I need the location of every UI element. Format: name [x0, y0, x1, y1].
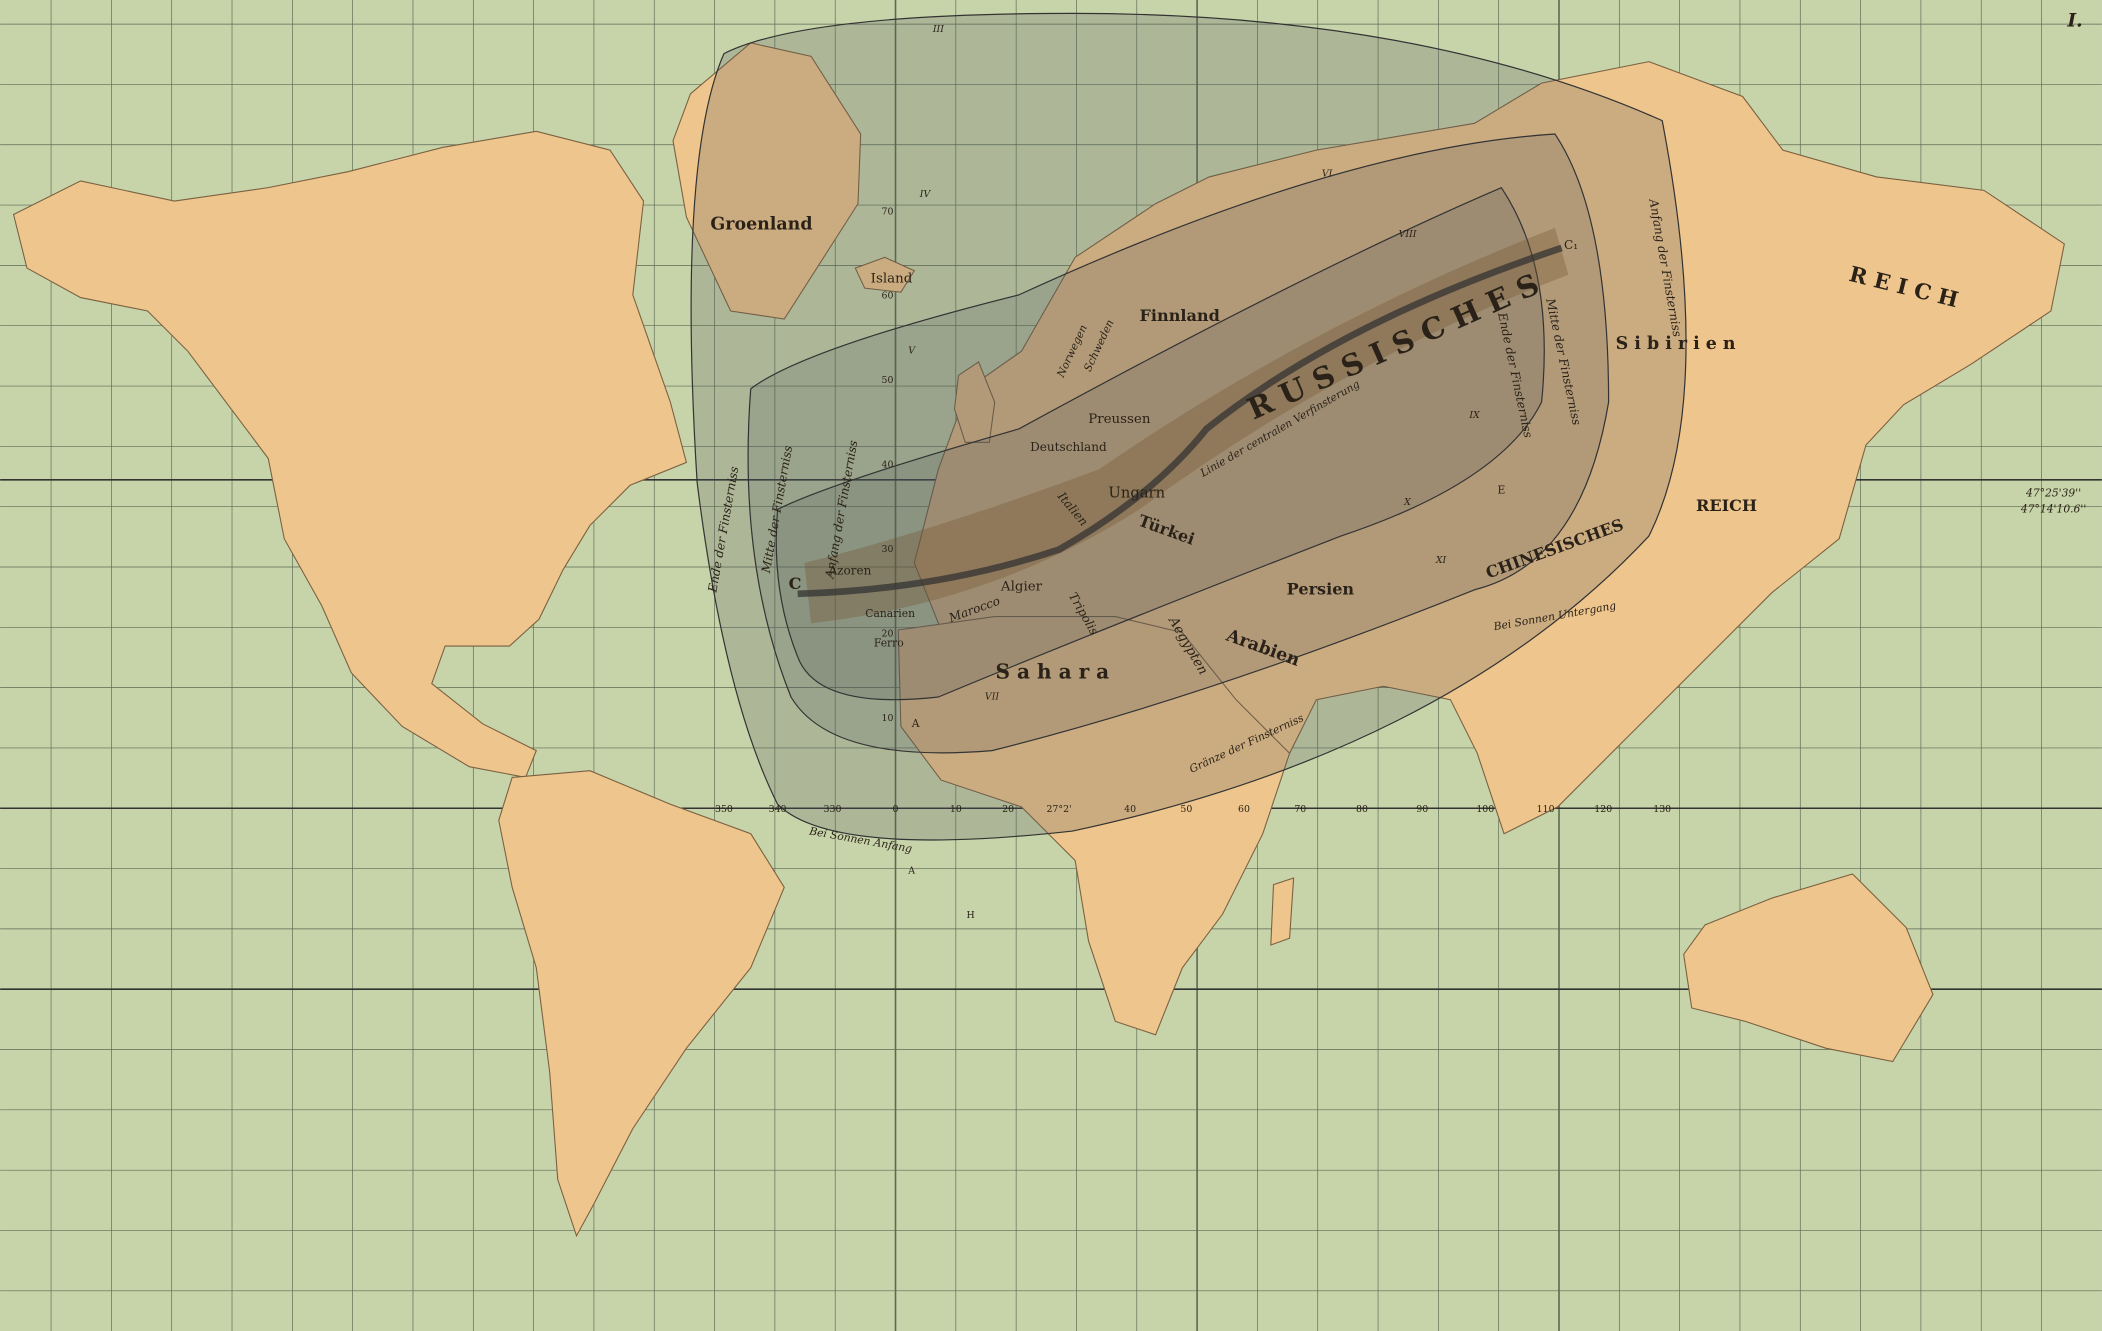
central-line: [797, 244, 1563, 598]
map-label: C: [789, 574, 802, 593]
hour-label: VI: [1322, 169, 1333, 180]
iceland: [854, 256, 916, 293]
longitude-label: 50: [1180, 804, 1192, 815]
longitude-label: 120: [1594, 804, 1612, 815]
longitude-label: 330: [824, 804, 842, 815]
south-america: [498, 770, 785, 1238]
map-label: E: [1497, 484, 1505, 497]
map-label: H: [966, 910, 974, 921]
madagascar: [1270, 877, 1295, 946]
outer-zone: [690, 12, 1687, 841]
hour-label: V: [908, 346, 916, 357]
map-label: C₁: [1564, 238, 1578, 252]
latitude-label: 70: [882, 206, 894, 217]
land: [12, 42, 2065, 1238]
map-label: Finnland: [1139, 306, 1219, 325]
map-label: Deutschland: [1030, 440, 1107, 454]
longitude-label: 130: [1653, 804, 1671, 815]
hour-label: VII: [985, 691, 999, 702]
map-label: I.: [2066, 9, 2082, 31]
longitude-label: 70: [1294, 804, 1306, 815]
longitude-label: 90: [1416, 804, 1428, 815]
map-label: 47°25'39'': [2025, 486, 2081, 499]
hour-label: III: [932, 24, 944, 35]
longitude-label: 80: [1356, 804, 1368, 815]
map-label: A: [911, 717, 920, 730]
africa: [897, 616, 1291, 1036]
map-label: Canarien: [865, 607, 915, 620]
longitude-label: 60: [1238, 804, 1250, 815]
map-label: Groenland: [710, 215, 812, 235]
map-label: S i b i r i e n: [1616, 334, 1736, 354]
eclipse-zones: [690, 12, 1687, 841]
longitude-label: 350: [715, 804, 733, 815]
longitude-label: 27°2': [1046, 804, 1071, 815]
map-label: Island: [871, 271, 913, 286]
australia: [1683, 873, 1934, 1063]
hour-label: X: [1403, 497, 1411, 508]
britain: [953, 361, 996, 443]
longitude-label: 0: [893, 804, 899, 815]
map-label: Ferro: [874, 636, 904, 649]
hour-label: XI: [1435, 555, 1447, 566]
map-label: Ungarn: [1108, 484, 1165, 501]
hour-label: IV: [919, 189, 932, 200]
longitude-label: 40: [1124, 804, 1136, 815]
longitude-label: 340: [769, 804, 787, 815]
latitude-label: 50: [882, 375, 894, 386]
middle-zone: [747, 133, 1610, 754]
hour-label: IX: [1468, 410, 1480, 421]
map-label: REICH: [1696, 496, 1757, 515]
longitude-label: 20: [1002, 804, 1014, 815]
latitude-label: 40: [882, 460, 894, 471]
latitude-label: 30: [882, 544, 894, 555]
map-label: S a h a r a: [995, 659, 1109, 683]
longitude-label: 100: [1476, 804, 1494, 815]
map-label: Persien: [1287, 579, 1355, 598]
map-label: 47°14'10.6'': [2020, 502, 2086, 515]
latitude-label: 10: [882, 713, 894, 724]
totality-band: [804, 227, 1569, 624]
latitude-label: 20: [882, 629, 894, 640]
map-label: Algier: [1000, 580, 1043, 595]
map-label: Azoren: [827, 564, 871, 578]
north-america: [12, 130, 688, 779]
map-label: A: [907, 866, 915, 877]
longitude-label: 10: [950, 804, 962, 815]
latitude-label: 60: [882, 291, 894, 302]
longitude-label: 110: [1537, 804, 1555, 815]
map-label: Preussen: [1088, 412, 1151, 427]
hour-label: VIII: [1399, 229, 1417, 240]
greenland: [672, 42, 862, 320]
